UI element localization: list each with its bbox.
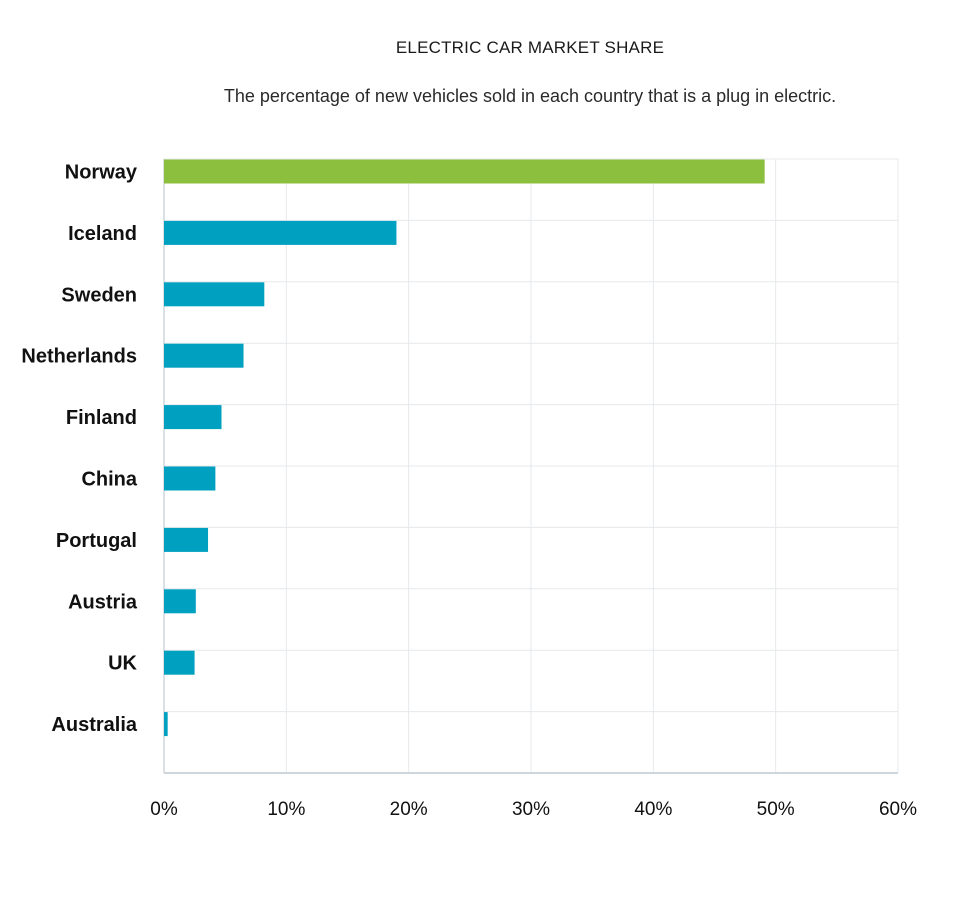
- category-label: Iceland: [68, 223, 137, 245]
- bar-sweden: [164, 282, 265, 307]
- category-label: Australia: [51, 714, 137, 736]
- x-tick-label: 60%: [879, 799, 917, 820]
- category-label: China: [81, 469, 137, 491]
- bar-norway: [164, 159, 765, 184]
- category-label: UK: [108, 653, 137, 675]
- category-label: Sweden: [61, 284, 137, 306]
- category-label-layer: Norway Iceland Sweden Netherlands Finland Chi…: [21, 162, 137, 737]
- category-label: Finland: [66, 407, 137, 429]
- bar-uk: [164, 650, 195, 675]
- x-tick-label: 30%: [512, 799, 550, 820]
- bar-austria: [164, 589, 196, 614]
- chart-title: ELECTRIC CAR MARKET SHARE: [395, 38, 665, 57]
- category-label: Norway: [65, 162, 138, 184]
- category-label: Portugal: [56, 530, 137, 552]
- x-tick-label: 10%: [267, 799, 305, 820]
- category-label: Netherlands: [21, 346, 137, 368]
- bar-netherlands: [164, 343, 244, 368]
- bar-iceland: [164, 220, 397, 245]
- grid-layer: [163, 158, 899, 774]
- x-tick-label: 0%: [150, 799, 178, 820]
- x-tick-layer: 0% 10% 20% 30% 40% 50% 60%: [150, 799, 917, 820]
- x-tick-label: 40%: [634, 799, 672, 820]
- bar-china: [164, 466, 216, 491]
- x-tick-label: 50%: [757, 799, 795, 820]
- bar-layer: [164, 159, 765, 737]
- bar-portugal: [164, 527, 209, 552]
- category-label: Austria: [68, 591, 138, 613]
- bar-australia: [164, 712, 168, 737]
- bar-finland: [164, 405, 222, 430]
- chart-subtitle: The percentage of new vehicles sold in e…: [223, 86, 837, 106]
- x-tick-label: 20%: [390, 799, 428, 820]
